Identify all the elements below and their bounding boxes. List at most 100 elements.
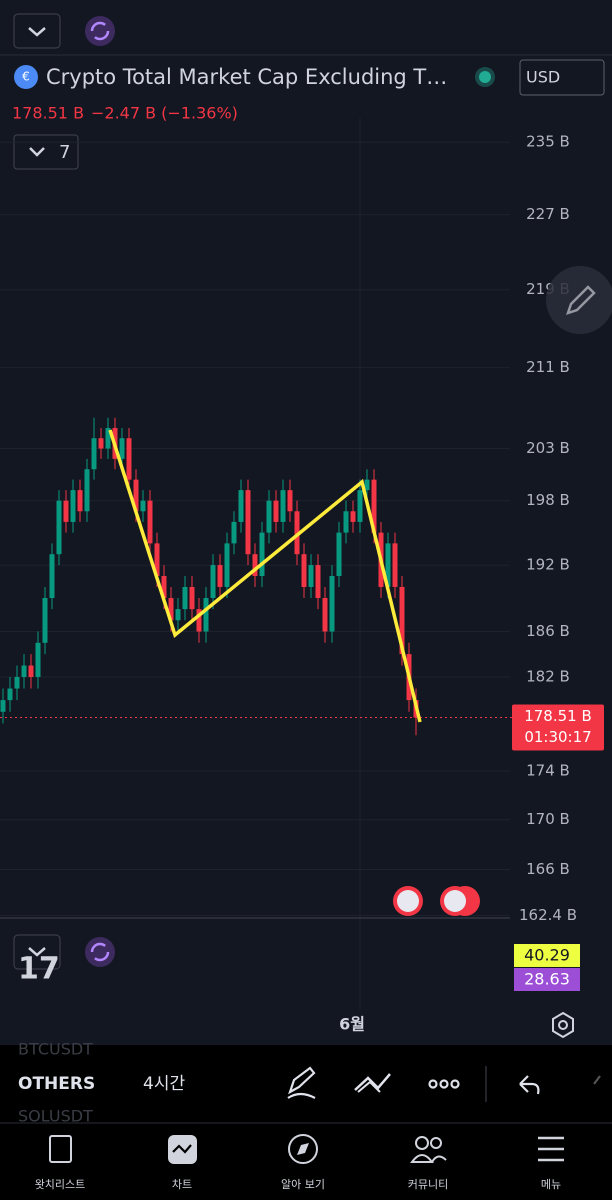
currency-box[interactable] [519,59,605,96]
candle-body [322,598,328,632]
draw-tool-button[interactable] [287,1066,316,1099]
y-tick-label: 235 B [526,133,570,151]
candle-body [63,500,69,522]
candle-body [56,500,62,555]
candle-body [77,490,83,512]
candle-body [392,543,398,587]
pencil-icon [566,285,596,315]
candle-body [287,490,293,512]
candle-body [364,479,370,491]
candle-body [371,479,377,533]
candle-body [98,438,104,449]
nav-label[interactable]: 차트 [172,1178,192,1191]
more-button[interactable] [428,1079,460,1089]
price: 178.51 B [12,104,84,123]
candle-body [196,609,202,632]
candle-body [266,500,272,533]
candle-body [336,532,342,576]
nav-label[interactable]: 커뮤니티 [408,1178,448,1191]
y-tick-label: 186 B [526,622,570,640]
sync-button[interactable] [85,937,115,967]
nav-label[interactable]: 알아 보기 [281,1177,325,1191]
indicator-badge [514,944,580,967]
trend-tool-button[interactable] [354,1073,391,1091]
y-tick-label: 166 B [526,860,570,878]
candle-body [294,511,300,555]
pane-collapse[interactable] [13,934,61,970]
currency: USD [526,68,560,87]
candle-body [350,511,356,522]
compass-needle [297,1143,309,1155]
sync-icon [90,21,110,41]
y-tick-label: 174 B [526,762,570,780]
last-price-label: 178.51 B [524,707,592,725]
redo-button[interactable] [593,1075,601,1085]
settings-icon [558,1020,568,1030]
chart-glyph [172,1144,192,1154]
candle-body [140,500,146,512]
candle-body [175,609,181,621]
indicators-toggle[interactable] [13,134,79,170]
chevron-icon [29,147,45,157]
toolbar-interval[interactable]: 4시간 [143,1074,185,1094]
chevron-icon [28,947,46,957]
candle-body [210,565,216,599]
candle-body [245,490,251,555]
toolbar [0,1045,612,1123]
symbol-title[interactable]: Crypto Total Market Cap Excluding T… [46,65,447,89]
candle-body [259,532,265,576]
countdown: 01:30:17 [524,728,591,746]
chevron-icon [28,27,46,37]
drawn-trendline[interactable] [108,429,422,723]
nav-labels: 왓치리스트 차트 알아 보기 커뮤니티 메뉴 [35,1177,561,1191]
settings-button[interactable] [552,1011,574,1039]
candle-body [42,598,48,643]
candle-body [35,642,41,677]
y-tick-label: 162.4 B [519,906,577,924]
candle-body [217,565,223,587]
sync-icon [90,942,110,962]
candle-body [329,575,335,632]
menu-icon[interactable] [538,1136,564,1162]
candle-body [301,554,307,587]
community-icon[interactable] [415,1136,429,1150]
last-price-box [512,704,604,751]
candle-body [203,598,209,632]
price-change: −2.47 B (−1.36%) [91,104,238,123]
candle-body [119,438,125,459]
indicator-value: 40.29 [524,946,570,965]
candle-body [273,500,279,522]
y-tick-label: 182 B [526,667,570,685]
candle-body [0,700,6,712]
market-status [479,71,491,83]
dot [428,1079,438,1089]
y-tick-label: 227 B [526,205,570,223]
candle-body [252,554,258,576]
explore-icon[interactable] [288,1134,318,1164]
y-tick-label: 170 B [526,810,570,828]
draw-button[interactable] [546,266,612,334]
candle-body [7,688,13,701]
y-tick-label: 203 B [526,439,570,457]
candle-body [238,490,244,522]
nav-label[interactable]: 왓치리스트 [35,1178,86,1191]
collapse-button[interactable] [13,13,61,49]
candle-body [70,490,76,522]
nav-label[interactable]: 메뉴 [541,1178,561,1191]
candle-body [343,511,349,533]
candle-body [161,575,167,599]
flag-icon [444,890,466,912]
candle-body [49,554,55,599]
sync-button[interactable] [85,16,115,46]
candle-body [133,479,139,512]
candle-body [126,438,132,480]
background-symbol: SOLUSDT [18,1107,93,1126]
trend-tool-icon [357,1080,381,1093]
watchlist-icon[interactable] [49,1135,72,1163]
toolbar-symbol[interactable]: OTHERS [18,1074,95,1094]
logo: 17 [18,952,60,987]
undo-button[interactable] [519,1075,540,1095]
